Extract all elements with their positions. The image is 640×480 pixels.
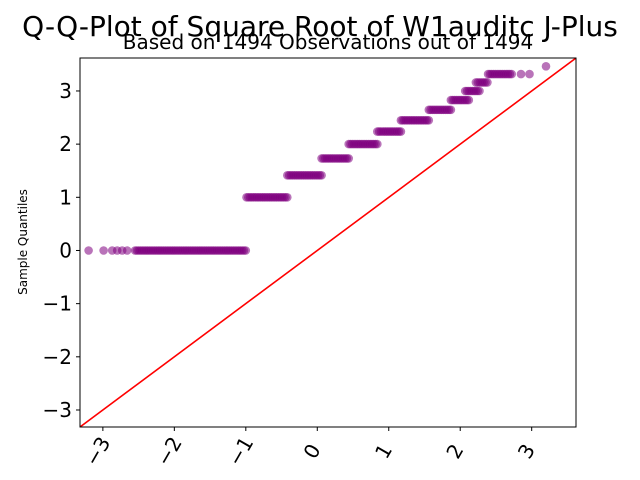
data-point [396, 127, 406, 136]
y-tick-label: 2 [59, 132, 72, 156]
data-point [373, 139, 382, 149]
x-tick-label: −2 [151, 432, 187, 470]
y-tick-label: 3 [59, 79, 72, 103]
data-point [516, 69, 526, 79]
chart-title: Q-Q-Plot of Square Root of W1auditc J-Pl… [22, 10, 618, 43]
sample-points [84, 62, 551, 255]
y-tick-label: 0 [59, 238, 72, 262]
data-point [525, 69, 534, 79]
data-point [317, 171, 326, 180]
data-point [99, 246, 108, 255]
data-point [241, 246, 251, 255]
y-tick-label: −1 [43, 292, 72, 316]
y-tick-label: −3 [43, 398, 72, 422]
x-tick-label: −3 [80, 432, 116, 470]
x-tick-label: −1 [223, 432, 259, 470]
plot-frame [79, 57, 577, 428]
y-tick-label: −2 [43, 345, 72, 369]
data-point [283, 193, 292, 202]
data-point [122, 246, 132, 255]
data-point [84, 246, 93, 255]
y-tick-label: 1 [59, 185, 72, 209]
reference-line-group [80, 58, 576, 427]
data-point [507, 69, 516, 79]
x-tick-label: 0 [298, 440, 325, 463]
x-axis-ticks: −3 −2 −1 0 1 2 3 [80, 427, 540, 470]
data-point [344, 154, 354, 163]
data-point [424, 116, 434, 125]
data-point [475, 86, 484, 96]
data-point [541, 62, 551, 71]
x-tick-label: 3 [513, 440, 540, 463]
x-tick-label: 2 [441, 440, 468, 463]
reference-line [80, 58, 576, 427]
data-point [483, 78, 492, 87]
data-point [464, 95, 474, 105]
x-tick-label: 1 [370, 440, 397, 463]
chart-subtitle: Based on 1494 Observations out of 1494 [123, 30, 534, 54]
y-axis-label: Sample Quantiles [16, 189, 30, 295]
data-point [446, 105, 456, 115]
y-axis-ticks: −3 −2 −1 0 1 2 3 [43, 79, 80, 422]
